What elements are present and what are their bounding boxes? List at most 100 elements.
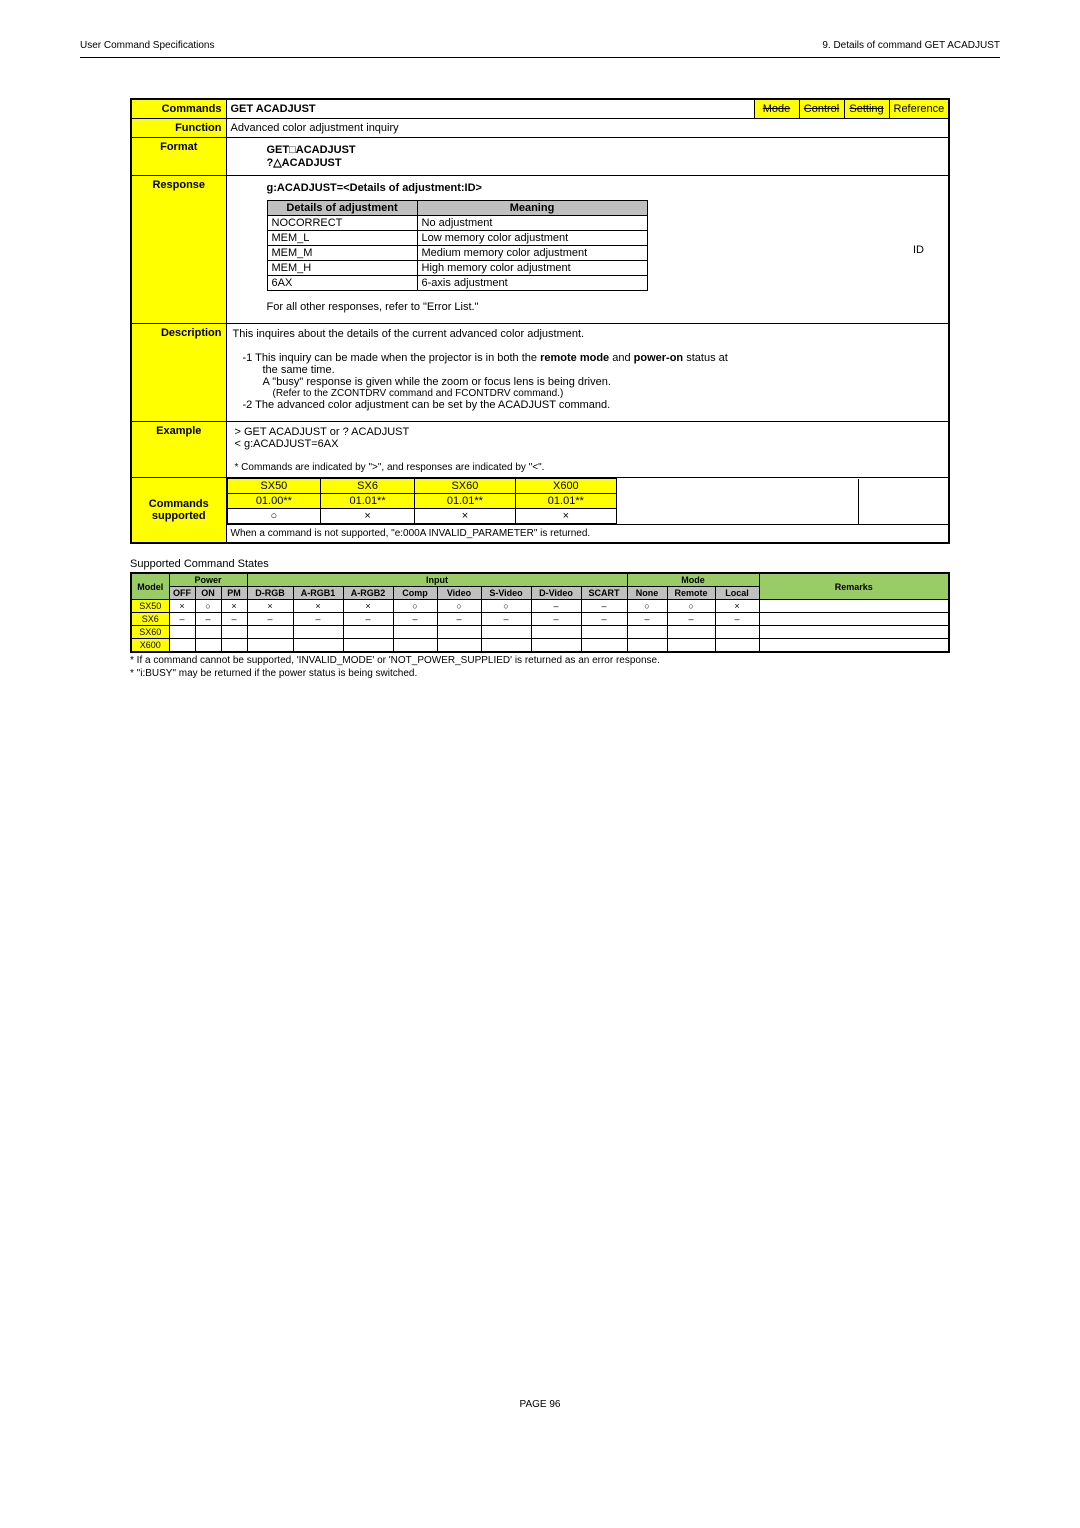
desc-b4: (Refer to the ZCONTDRV command and FCONT…: [233, 388, 943, 399]
state-cell: ×: [247, 600, 293, 613]
state-cell: [581, 639, 627, 653]
command-name: GET ACADJUST: [226, 99, 754, 119]
response-hdr: g:ACADJUST=<Details of adjustment:ID>: [267, 182, 882, 194]
state-cell: –: [481, 613, 531, 626]
commands-label: Commands: [131, 99, 226, 119]
ex-note: * Commands are indicated by ">", and res…: [235, 462, 941, 473]
state-cell: [531, 626, 581, 639]
sh-1: ON: [195, 587, 221, 600]
format-l2: ?△ACADJUST: [267, 156, 909, 169]
gh-power: Power: [169, 573, 247, 587]
sv2: 01.01**: [414, 494, 515, 509]
desc-b1b: remote mode: [540, 352, 609, 364]
function-text: Advanced color adjustment inquiry: [226, 119, 949, 138]
sh-8: S-Video: [481, 587, 531, 600]
response-label: Response: [131, 176, 226, 324]
example-label: Example: [131, 422, 226, 478]
state-cell: [195, 626, 221, 639]
description-label: Description: [131, 324, 226, 422]
dt-r4c0: 6AX: [267, 276, 417, 291]
model-cell: SX60: [131, 626, 169, 639]
sh0: SX50: [227, 479, 321, 494]
sh-12: Remote: [667, 587, 715, 600]
state-cell: [293, 639, 343, 653]
sr0: ○: [227, 509, 321, 524]
details-table: Details of adjustment Meaning NOCORRECTN…: [267, 200, 648, 291]
state-cell: [481, 639, 531, 653]
sh3: X600: [515, 479, 616, 494]
state-cell: [667, 639, 715, 653]
sh-9: D-Video: [531, 587, 581, 600]
state-cell: [195, 639, 221, 653]
supported-sub: SX50 SX6 SX60 X600 01.00** 01.01** 01.01…: [226, 478, 949, 525]
sh-5: A-RGB2: [343, 587, 393, 600]
dt-r2c1: Medium memory color adjustment: [417, 246, 647, 261]
example-cell: > GET ACADJUST or ? ACADJUST < g:ACADJUS…: [226, 422, 949, 478]
sh-13: Local: [715, 587, 759, 600]
desc-b1c: and: [612, 352, 630, 364]
dt-r4c1: 6-axis adjustment: [417, 276, 647, 291]
state-cell: –: [293, 613, 343, 626]
sh-6: Comp: [393, 587, 437, 600]
dt-r2c0: MEM_M: [267, 246, 417, 261]
desc-l1: This inquires about the details of the c…: [233, 328, 943, 340]
state-cell: ○: [437, 600, 481, 613]
sr1: ×: [321, 509, 415, 524]
state-cell: ○: [627, 600, 667, 613]
page-number: PAGE 96: [80, 1399, 1000, 1410]
states-table: Model Power Input Mode Remarks OFF ON PM…: [130, 572, 950, 653]
state-cell: [759, 600, 949, 613]
state-cell: [169, 626, 195, 639]
state-cell: ○: [195, 600, 221, 613]
main-table: Commands GET ACADJUST Mode Control Setti…: [130, 98, 950, 544]
state-cell: [715, 639, 759, 653]
desc-b5: -2 The advanced color adjustment can be …: [233, 399, 943, 411]
state-cell: [759, 613, 949, 626]
state-cell: –: [531, 613, 581, 626]
sv3: 01.01**: [515, 494, 616, 509]
sup-l2: supported: [132, 510, 226, 522]
sr2: ×: [414, 509, 515, 524]
state-cell: [393, 639, 437, 653]
dt-r3c0: MEM_H: [267, 261, 417, 276]
desc-b1d: power-on: [634, 352, 684, 364]
desc-b3: A "busy" response is given while the zoo…: [233, 376, 943, 388]
gh-model: Model: [131, 573, 169, 600]
state-cell: –: [195, 613, 221, 626]
state-cell: –: [581, 613, 627, 626]
sv1: 01.01**: [321, 494, 415, 509]
format-cell: GET□ACADJUST ?△ACADJUST: [226, 138, 949, 176]
gh-mode: Mode: [627, 573, 759, 587]
state-cell: –: [169, 613, 195, 626]
state-cell: –: [581, 600, 627, 613]
state-cell: –: [247, 613, 293, 626]
dt-r3c1: High memory color adjustment: [417, 261, 647, 276]
state-cell: [437, 639, 481, 653]
state-cell: –: [667, 613, 715, 626]
sh-2: PM: [221, 587, 247, 600]
state-cell: –: [715, 613, 759, 626]
state-cell: [581, 626, 627, 639]
corner-setting: Setting: [844, 99, 889, 119]
dt-h0: Details of adjustment: [267, 201, 417, 216]
state-cell: ○: [667, 600, 715, 613]
description-cell: This inquires about the details of the c…: [226, 324, 949, 422]
sh2: SX60: [414, 479, 515, 494]
state-cell: [667, 626, 715, 639]
sv0: 01.00**: [227, 494, 321, 509]
state-cell: [531, 639, 581, 653]
state-cell: [247, 626, 293, 639]
state-cell: [627, 626, 667, 639]
state-cell: [293, 626, 343, 639]
hdr-left: User Command Specifications: [80, 40, 215, 51]
state-cell: [393, 626, 437, 639]
ex-l2: < g:ACADJUST=6AX: [235, 438, 941, 450]
dt-r0c0: NOCORRECT: [267, 216, 417, 231]
state-cell: ×: [715, 600, 759, 613]
gh-input: Input: [247, 573, 627, 587]
response-footer: For all other responses, refer to "Error…: [267, 301, 882, 313]
desc-b1e: status at: [686, 352, 728, 364]
corner-mode: Mode: [754, 99, 799, 119]
supported-label: Commands supported: [131, 478, 226, 544]
divider: [80, 57, 1000, 58]
